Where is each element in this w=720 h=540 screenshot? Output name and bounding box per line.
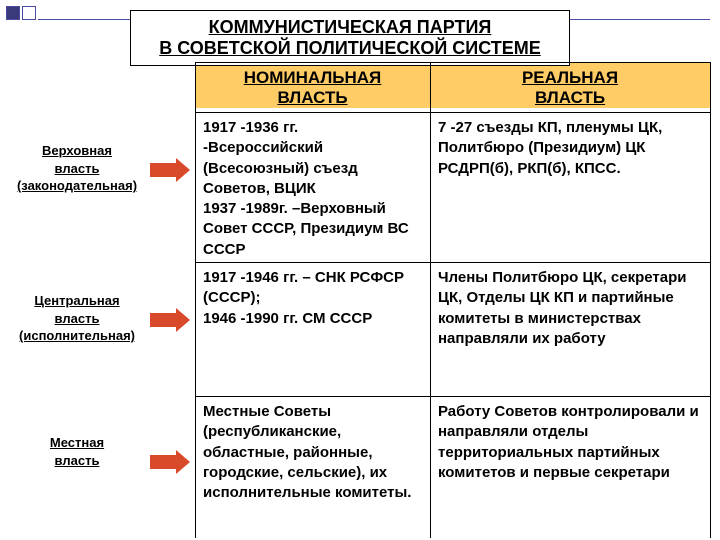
grid-h-1	[195, 112, 710, 113]
arrow-shaft	[150, 455, 176, 469]
grid-h-top	[195, 62, 710, 63]
cell-r2-real: Члены Политбюро ЦК, секретари ЦК, Отделы…	[434, 266, 706, 396]
header-real: РЕАЛЬНАЯВЛАСТЬ	[430, 62, 710, 108]
grid-h-3	[195, 396, 710, 397]
grid-v-mid	[430, 62, 431, 538]
header-nominal: НОМИНАЛЬНАЯВЛАСТЬ	[195, 62, 430, 108]
title-text: КОММУНИСТИЧЕСКАЯ ПАРТИЯВ СОВЕТСКОЙ ПОЛИТ…	[159, 17, 541, 58]
level-3: Местнаявласть	[8, 434, 146, 469]
grid-v-right	[710, 62, 711, 538]
cell-r2-nominal: 1917 -1946 гг. – СНК РСФСР (СССР);1946 -…	[199, 266, 426, 396]
grid-v-left	[195, 62, 196, 538]
arrow-head-icon	[176, 158, 190, 182]
cell-text: Члены Политбюро ЦК, секретари ЦК, Отделы…	[438, 269, 687, 347]
arrow-shaft	[150, 313, 176, 327]
level-text: Центральнаявласть(исполнительная)	[19, 293, 135, 343]
level-text: Местнаявласть	[50, 435, 104, 468]
level-2: Центральнаявласть(исполнительная)	[8, 292, 146, 345]
title-banner: КОММУНИСТИЧЕСКАЯ ПАРТИЯВ СОВЕТСКОЙ ПОЛИТ…	[130, 10, 570, 66]
cell-r3-nominal: Местные Советы (республиканские, областн…	[199, 400, 426, 540]
cell-text: 7 -27 съезды КП, пленумы ЦК, Политбюро (…	[438, 119, 662, 177]
arrow-head-icon	[176, 308, 190, 332]
level-text: Верховнаявласть(законодательная)	[17, 143, 137, 193]
arrow-head-icon	[176, 450, 190, 474]
corner-square-dark	[6, 6, 20, 20]
grid-h-2	[195, 262, 710, 263]
corner-square-light	[22, 6, 36, 20]
header-nominal-text: НОМИНАЛЬНАЯВЛАСТЬ	[244, 68, 382, 107]
cell-text: 1917 -1936 гг. -Всероссийский (Всесоюзны…	[203, 119, 409, 258]
cell-text: Работу Советов контролировали и направля…	[438, 403, 699, 481]
arrow-shaft	[150, 163, 176, 177]
cell-text: Местные Советы (республиканские, областн…	[203, 403, 411, 501]
arrow-3	[150, 450, 190, 474]
cell-r3-real: Работу Советов контролировали и направля…	[434, 400, 706, 540]
arrow-1	[150, 158, 190, 182]
level-1: Верховнаявласть(законодательная)	[8, 142, 146, 195]
header-real-text: РЕАЛЬНАЯВЛАСТЬ	[522, 68, 618, 107]
cell-r1-nominal: 1917 -1936 гг. -Всероссийский (Всесоюзны…	[199, 116, 426, 262]
arrow-2	[150, 308, 190, 332]
cell-text: 1917 -1946 гг. – СНК РСФСР (СССР);1946 -…	[203, 269, 404, 327]
cell-r1-real: 7 -27 съезды КП, пленумы ЦК, Политбюро (…	[434, 116, 706, 262]
